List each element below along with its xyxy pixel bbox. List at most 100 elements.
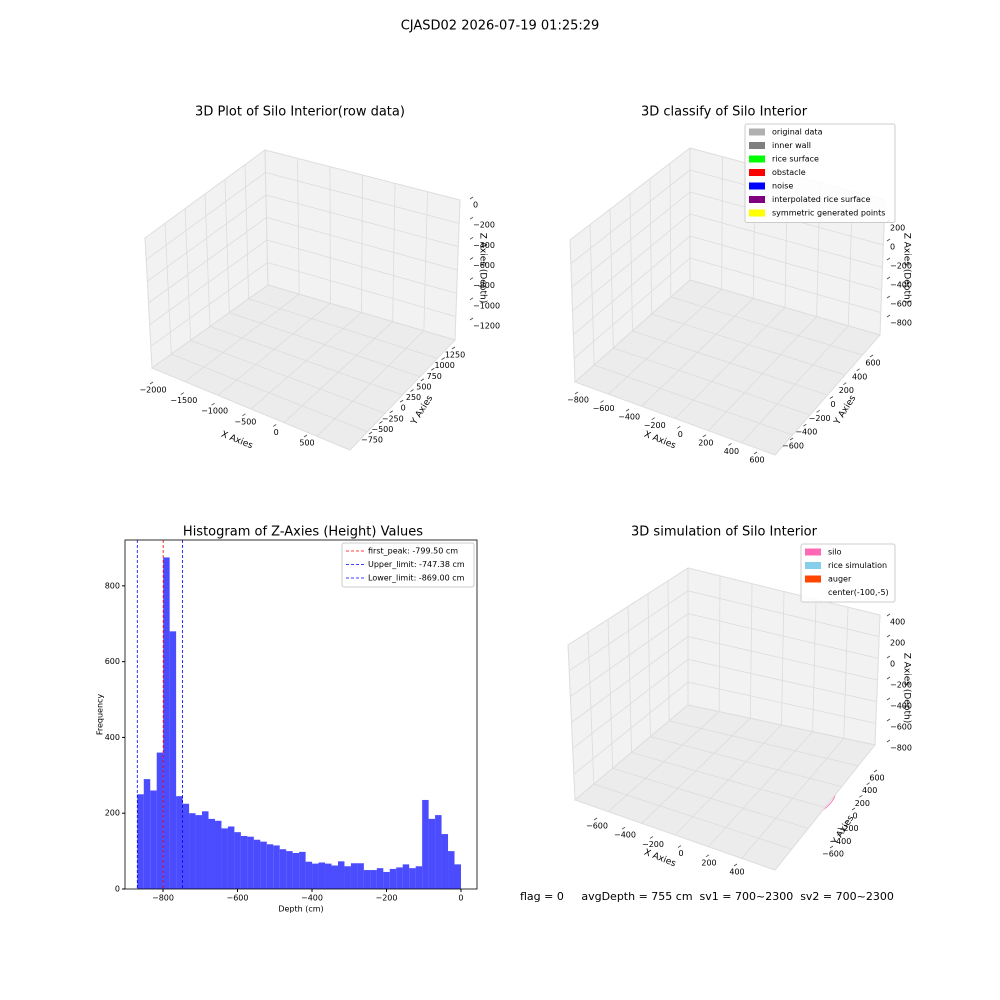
bar [389,868,397,889]
tick-mark [368,431,373,435]
tick-mark [886,257,891,261]
tick-mark [789,437,794,441]
axes-frame [124,539,478,890]
legend-swatch [749,209,765,217]
tick-mark [451,346,456,350]
y-tick-label: 600 [105,657,120,666]
legend-swatch [805,548,821,556]
y-tick-label: 0 [115,885,120,894]
y-tick-label: 400 [105,733,120,742]
bar [337,861,345,889]
legend-label: Upper_limit: -747.38 cm [368,560,465,569]
legend-label: silo [828,548,842,557]
x-tick-label: −800 [152,894,174,903]
bar [143,779,151,889]
x-tick-label: −400 [618,413,640,422]
y-tick-label: −200 [809,414,831,423]
y-axis-label: Frequency [96,694,105,736]
pane-grid [573,681,689,775]
bar [292,853,300,889]
bar [396,867,403,889]
chart-title: Histogram of Z-Axies (Height) Values [183,525,423,540]
x-tick-label: 500 [299,439,314,448]
bar [448,851,455,889]
tick-mark [886,295,891,299]
y-tick-label: 250 [406,393,421,402]
bar [247,836,254,889]
y-tick-label: −400 [795,428,817,437]
x-tick-label: 0 [678,849,683,858]
tick-mark [886,238,891,242]
x-tick-label: −1500 [170,396,197,405]
tick-mark [211,402,215,406]
tick-mark [469,196,474,200]
legend-swatch [749,182,765,190]
tick-mark [600,400,604,403]
tick-mark [649,836,654,839]
x-tick-label: 0 [274,428,279,437]
pane-grid [741,325,849,444]
tick-mark [866,782,870,785]
tick-mark [886,655,891,659]
bar [350,863,358,889]
tick-mark [303,434,308,438]
x-axis-label: Depth (cm) [278,905,323,914]
tick-mark [728,443,732,446]
chart-title: 3D classify of Silo Interior [641,105,808,120]
tick-mark [829,396,834,399]
bar [266,844,274,889]
tick-mark [803,423,807,427]
x-tick-label: −200 [375,894,397,903]
tick-mark [851,807,856,811]
tick-mark [816,410,820,413]
y-tick-label: −200 [837,824,859,833]
x-tick-label: −600 [226,894,248,903]
tick-mark [389,410,393,414]
x-tick-label: −200 [642,840,664,849]
legend-swatch [749,196,765,203]
x-tick-label: −1000 [201,407,228,416]
tick-mark [593,817,598,821]
bar [409,868,416,889]
legend-label: center(-100,-5) [828,588,889,597]
x-tick-label: 200 [701,858,716,867]
bar [227,826,235,889]
z-tick-label: −800 [473,281,495,290]
legend-swatch [749,169,765,176]
pane-grid [689,257,881,313]
tick-mark [574,391,579,395]
tick-mark [873,769,878,773]
bar [182,803,190,889]
z-tick-label: 200 [890,639,905,648]
z-tick-label: −800 [890,744,912,753]
legend-swatch [749,142,765,149]
z-tick-label: −200 [890,681,912,690]
bar [383,871,390,889]
legend-swatch [805,575,821,583]
tick-mark [625,408,630,412]
tick-mark [677,845,682,848]
y-tick-label: 0 [830,400,835,409]
bar [422,799,429,889]
tick-mark [621,826,626,830]
bar [357,863,364,889]
tick-mark [469,216,474,220]
z-tick-label: −400 [473,241,495,250]
bar [202,811,209,889]
legend-label: Lower_limit: -869.00 cm [368,574,465,583]
bar [189,813,196,889]
tick-mark [180,392,185,395]
legend-label: rice simulation [828,561,887,570]
x-tick-label: −500 [234,417,256,426]
bar [435,815,442,889]
x-tick-label: −600 [593,404,615,413]
tick-mark [869,354,874,358]
legend-label: auger [828,575,852,584]
bar [208,818,215,889]
legend-swatch [749,155,765,163]
y-tick-label: −750 [361,436,383,445]
bar [305,861,313,889]
tick-mark [844,820,848,823]
tick-mark [886,739,891,743]
bar [240,835,248,889]
